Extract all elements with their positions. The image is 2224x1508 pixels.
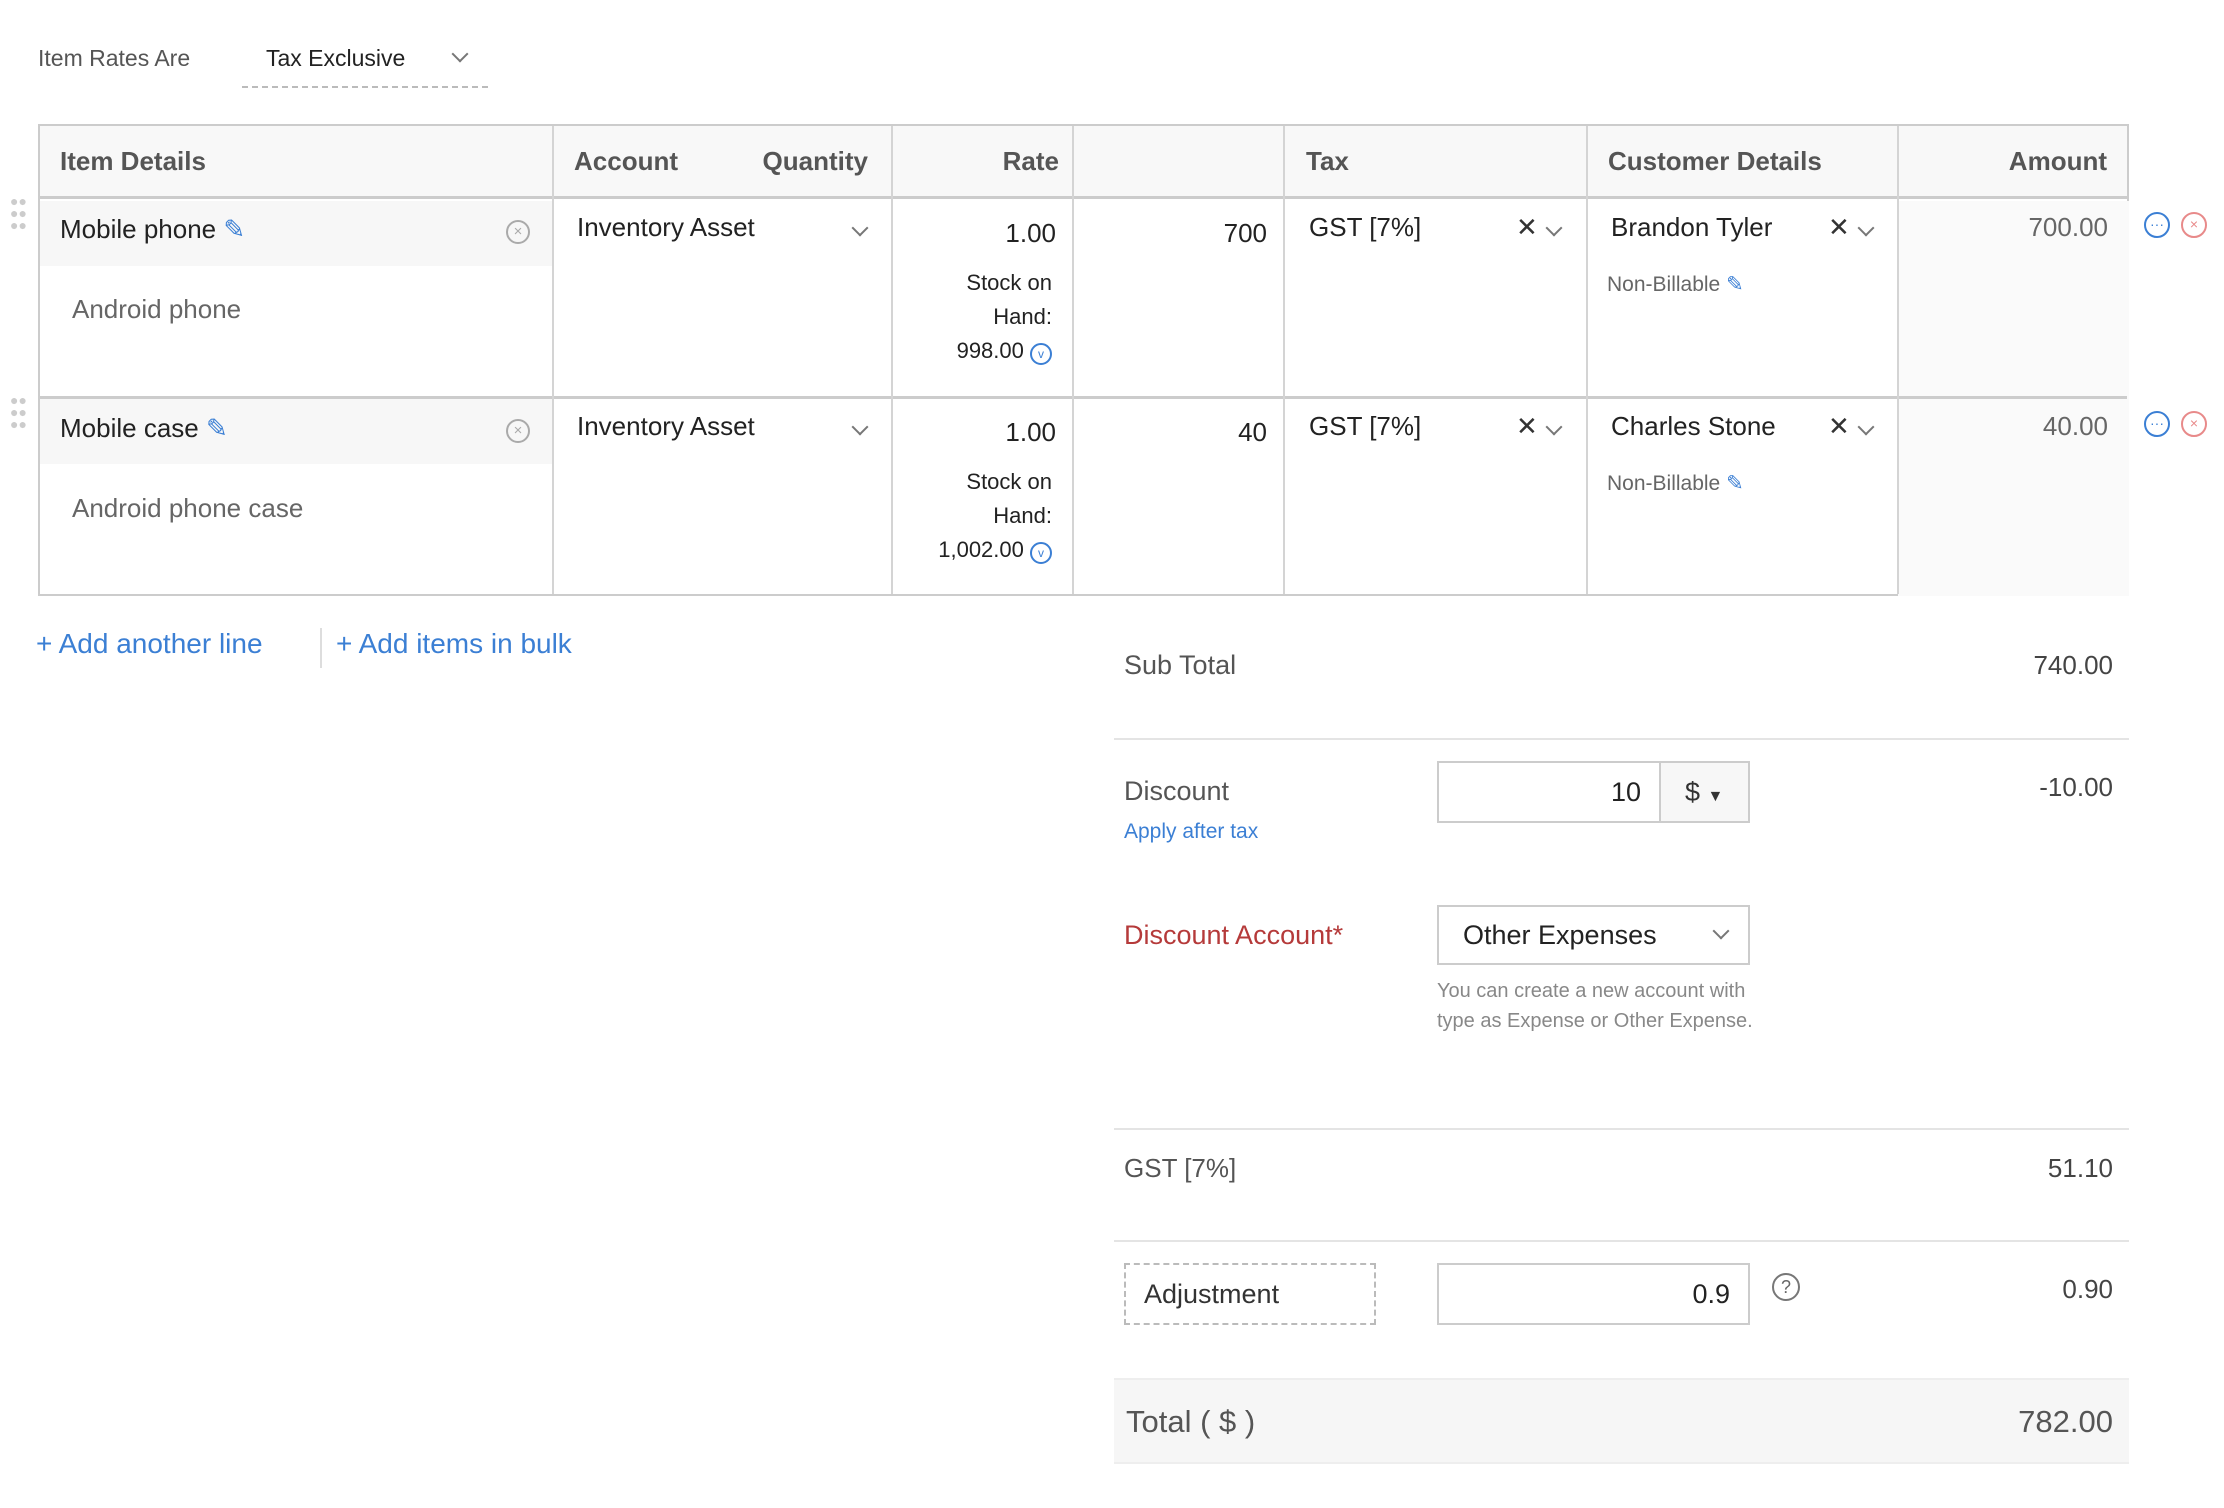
adjustment-input[interactable]: 0.9 bbox=[1437, 1263, 1750, 1325]
more-options-icon[interactable]: ··· bbox=[2144, 212, 2170, 238]
gst-value: 51.10 bbox=[2047, 1153, 2113, 1183]
stock-details-icon[interactable]: v bbox=[1030, 542, 1052, 564]
stock-on-hand: Stock on Hand: 1,002.00 v bbox=[938, 469, 1052, 564]
pencil-icon[interactable]: ✎ bbox=[1726, 273, 1744, 296]
plus-icon: + bbox=[336, 628, 353, 659]
pencil-icon[interactable]: ✎ bbox=[223, 214, 246, 244]
table-row: ●● ●● ●● Mobile case ✎ × Android phone cas… bbox=[0, 199, 2224, 564]
discount-value: -10.00 bbox=[2039, 772, 2113, 802]
item-description[interactable]: Android phone bbox=[72, 294, 242, 324]
header-account: Account bbox=[574, 146, 678, 176]
caret-down-icon: ▼ bbox=[1707, 788, 1724, 805]
header-tax: Tax bbox=[1306, 146, 1349, 176]
sub-total-value: 740.00 bbox=[2033, 650, 2113, 680]
amount: 40.00 bbox=[2042, 411, 2108, 441]
tax-mode-dropdown[interactable]: Tax Exclusive bbox=[242, 40, 488, 88]
stock-on-hand: Stock on Hand: 998.00 v bbox=[956, 270, 1052, 365]
account-select[interactable]: Inventory Asset bbox=[577, 411, 755, 441]
rate-input[interactable]: 40 bbox=[1238, 417, 1267, 447]
pencil-icon[interactable]: ✎ bbox=[1726, 472, 1744, 495]
customer-select[interactable]: Charles Stone bbox=[1611, 411, 1776, 441]
pencil-icon[interactable]: ✎ bbox=[205, 413, 228, 443]
account-select[interactable]: Inventory Asset bbox=[577, 212, 755, 242]
quantity-input[interactable]: 1.00 bbox=[1005, 218, 1056, 248]
items-table: Item Details Account Quantity Rate Tax C… bbox=[38, 124, 2129, 596]
tax-select[interactable]: GST [7%] bbox=[1309, 212, 1422, 242]
rate-input[interactable]: 700 bbox=[1223, 218, 1267, 248]
add-items-in-bulk-button[interactable]: + Add items in bulk bbox=[336, 628, 572, 659]
billable-status[interactable]: Non-Billable ✎ bbox=[1607, 273, 1744, 296]
stock-details-icon[interactable]: v bbox=[1030, 343, 1052, 365]
gst-label: GST [7%] bbox=[1124, 1153, 1237, 1183]
help-icon[interactable]: ? bbox=[1772, 1273, 1800, 1301]
header-rate: Rate bbox=[1002, 146, 1059, 176]
divider bbox=[320, 628, 322, 668]
plus-icon: + bbox=[36, 628, 53, 659]
clear-item-icon[interactable]: × bbox=[506, 220, 530, 244]
table-row: ●● ●● ●● Mobile phone ✎ × Android phone In… bbox=[0, 0, 2224, 365]
clear-customer-icon[interactable]: ✕ bbox=[1828, 411, 1850, 441]
total-label: Total ( $ ) bbox=[1126, 1404, 1256, 1439]
header-amount: Amount bbox=[2008, 146, 2107, 176]
header-customer-details: Customer Details bbox=[1608, 146, 1822, 176]
item-name[interactable]: Mobile case ✎ bbox=[60, 413, 228, 443]
drag-handle-icon[interactable]: ●● ●● ●● bbox=[10, 392, 27, 432]
drag-handle-icon[interactable]: ●● ●● ●● bbox=[10, 193, 27, 233]
total-value: 782.00 bbox=[2018, 1404, 2113, 1439]
clear-tax-icon[interactable]: ✕ bbox=[1516, 411, 1538, 441]
adjustment-value: 0.90 bbox=[2062, 1274, 2113, 1304]
header-item-details: Item Details bbox=[60, 146, 206, 176]
apply-after-tax-link[interactable]: Apply after tax bbox=[1124, 820, 1259, 843]
discount-account-select[interactable]: Other Expenses bbox=[1437, 905, 1750, 965]
tax-mode-value: Tax Exclusive bbox=[266, 45, 406, 71]
more-options-icon[interactable]: ··· bbox=[2144, 411, 2170, 437]
clear-tax-icon[interactable]: ✕ bbox=[1516, 212, 1538, 242]
discount-label: Discount bbox=[1124, 776, 1230, 806]
item-rates-label: Item Rates Are bbox=[38, 45, 191, 71]
discount-input[interactable]: 10 bbox=[1437, 761, 1661, 823]
clear-item-icon[interactable]: × bbox=[506, 419, 530, 443]
clear-customer-icon[interactable]: ✕ bbox=[1828, 212, 1850, 242]
discount-unit-select[interactable]: $ ▼ bbox=[1659, 761, 1750, 823]
total-row: Total ( $ ) 782.00 bbox=[1114, 1378, 2129, 1464]
adjustment-label-input[interactable]: Adjustment bbox=[1124, 1263, 1376, 1325]
remove-row-icon[interactable]: × bbox=[2181, 411, 2207, 437]
table-header bbox=[40, 126, 2127, 199]
amount: 700.00 bbox=[2028, 212, 2108, 242]
item-name[interactable]: Mobile phone ✎ bbox=[60, 214, 246, 244]
add-another-line-button[interactable]: + Add another line bbox=[36, 628, 263, 659]
item-description[interactable]: Android phone case bbox=[72, 493, 304, 523]
discount-account-label: Discount Account* bbox=[1124, 920, 1344, 950]
tax-select[interactable]: GST [7%] bbox=[1309, 411, 1422, 441]
remove-row-icon[interactable]: × bbox=[2181, 212, 2207, 238]
quantity-input[interactable]: 1.00 bbox=[1005, 417, 1056, 447]
chevron-down-icon bbox=[1712, 922, 1730, 940]
discount-account-help: You can create a new account with type a… bbox=[1437, 980, 1753, 1032]
billable-status[interactable]: Non-Billable ✎ bbox=[1607, 472, 1744, 495]
sub-total-label: Sub Total bbox=[1124, 650, 1237, 680]
customer-select[interactable]: Brandon Tyler bbox=[1611, 212, 1773, 242]
header-quantity: Quantity bbox=[762, 146, 868, 176]
